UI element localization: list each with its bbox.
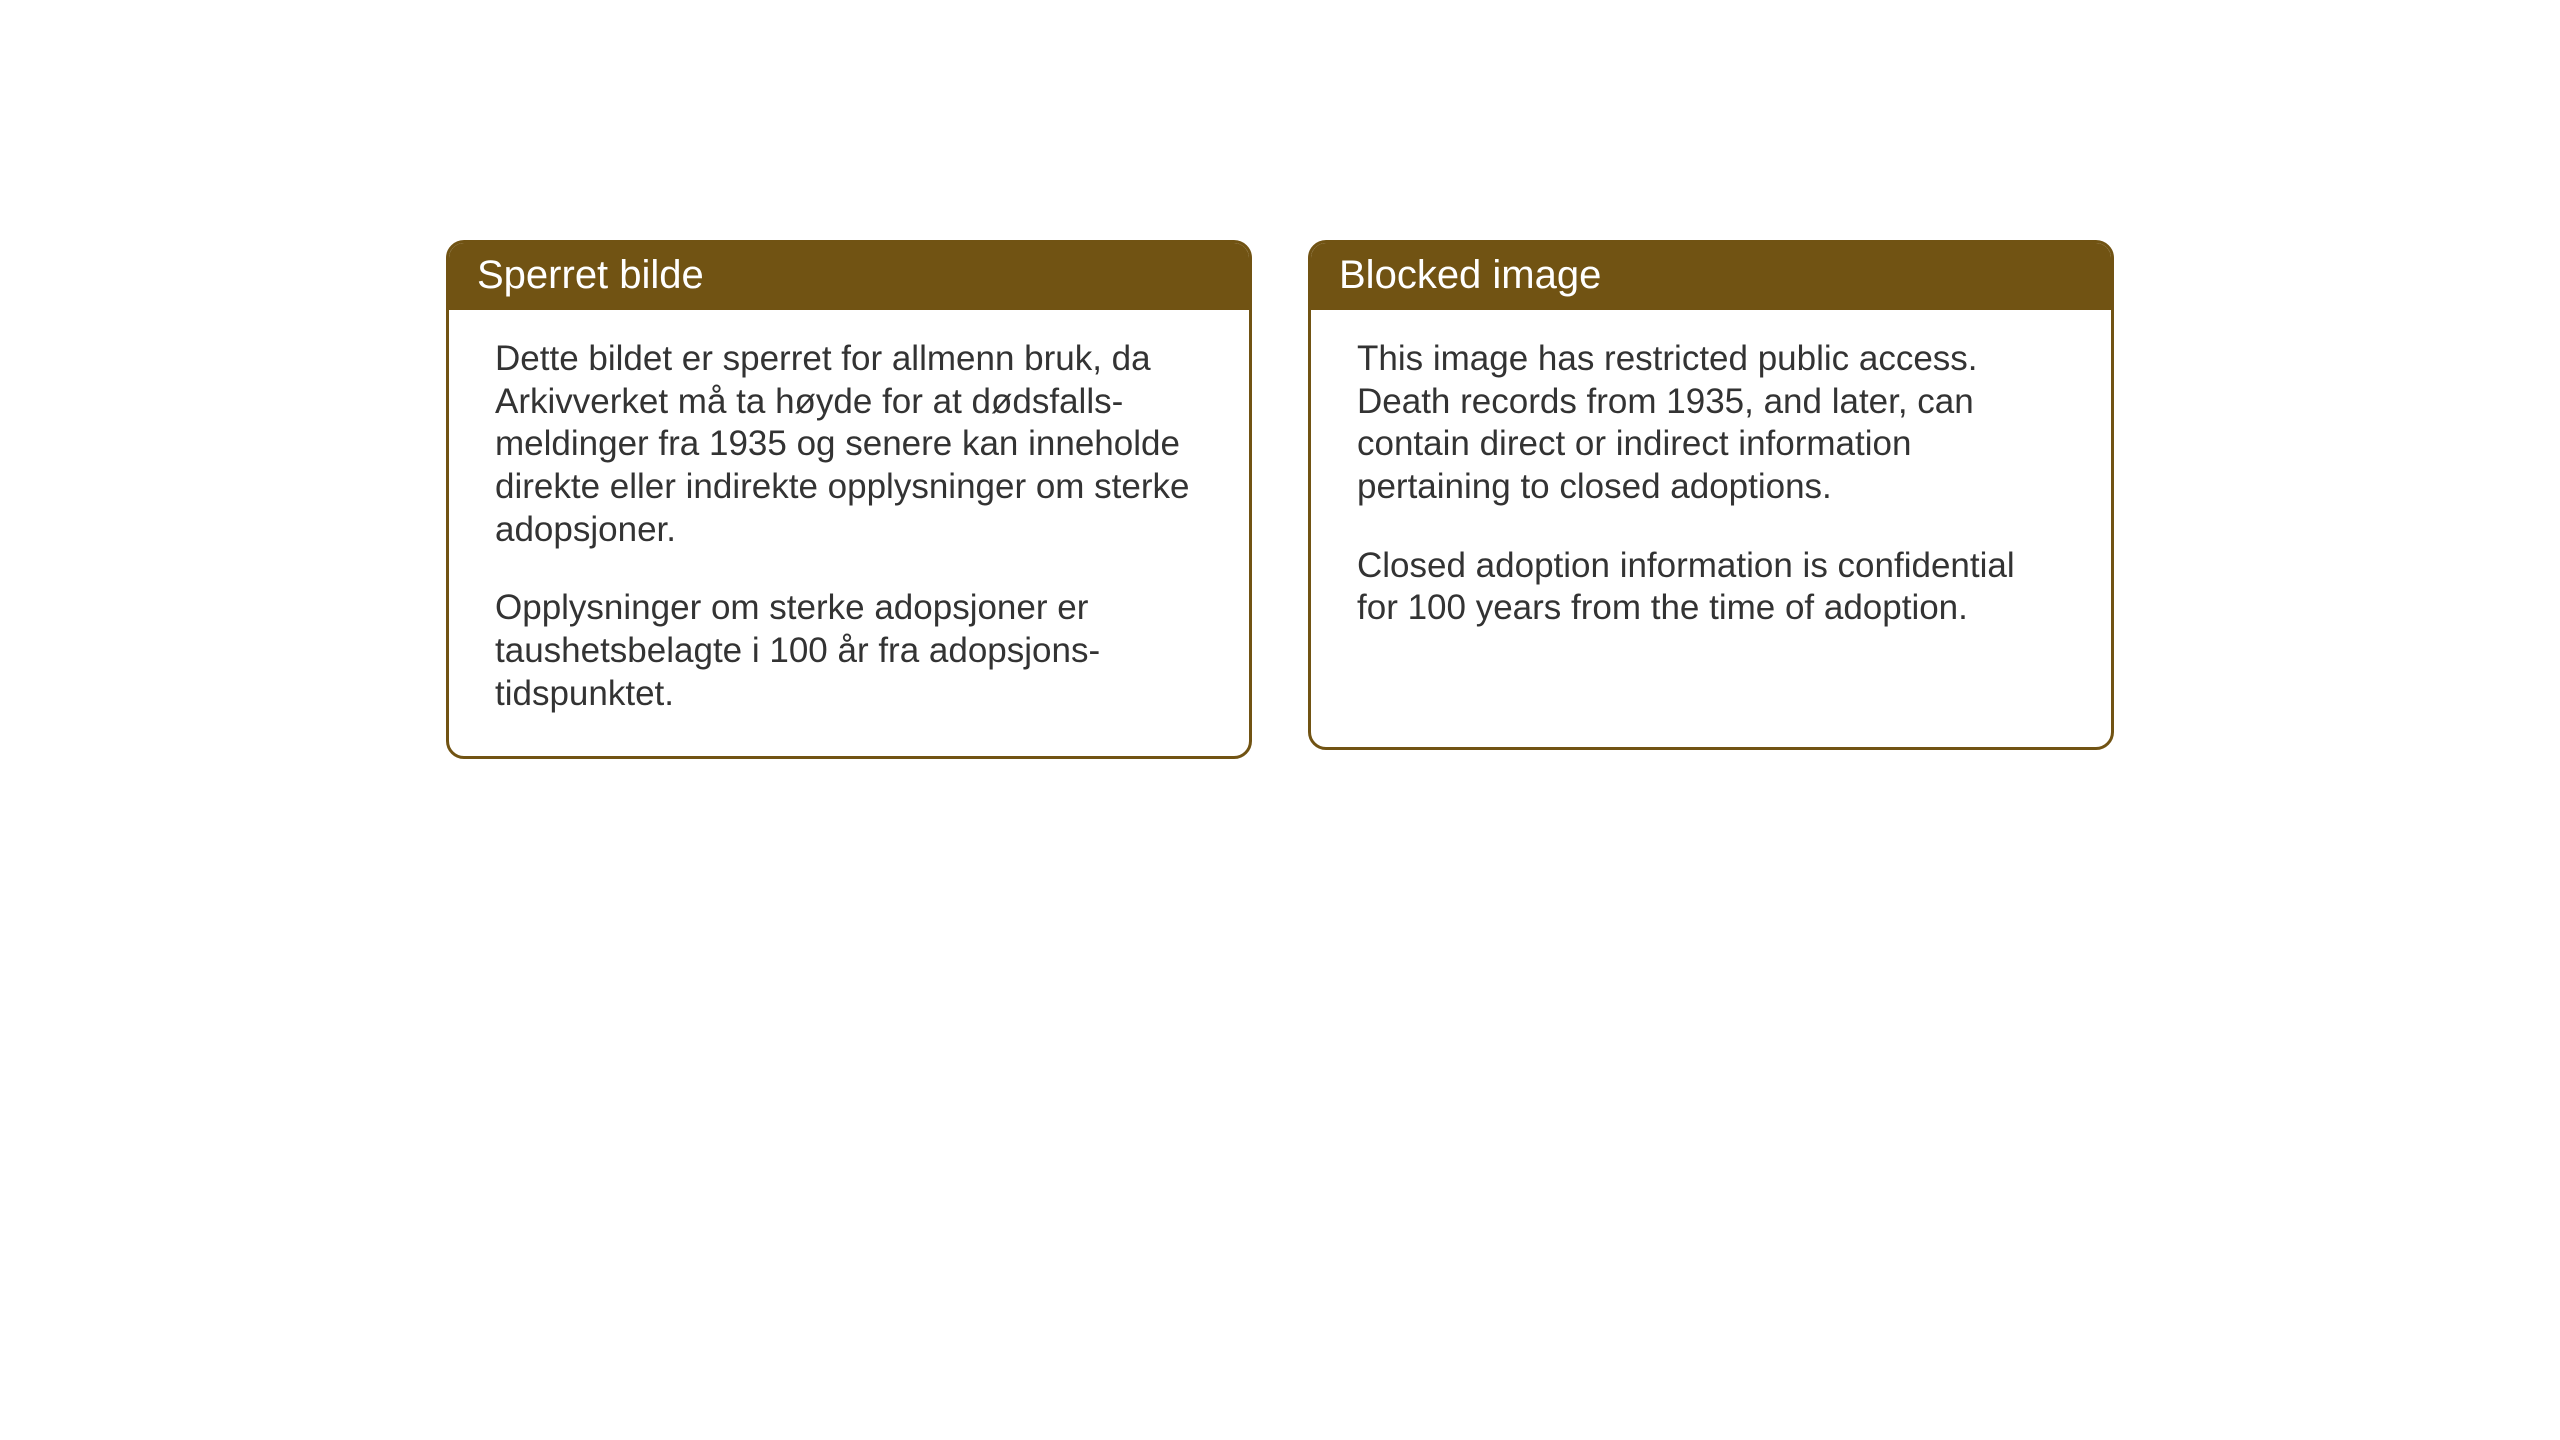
english-paragraph-1: This image has restricted public access.…	[1357, 338, 2065, 509]
english-card-title: Blocked image	[1311, 243, 2111, 310]
english-notice-card: Blocked image This image has restricted …	[1308, 240, 2114, 750]
norwegian-paragraph-1: Dette bildet er sperret for allmenn bruk…	[495, 338, 1203, 551]
english-card-body: This image has restricted public access.…	[1311, 310, 2111, 670]
norwegian-notice-card: Sperret bilde Dette bildet er sperret fo…	[446, 240, 1252, 759]
norwegian-card-title: Sperret bilde	[449, 243, 1249, 310]
norwegian-card-body: Dette bildet er sperret for allmenn bruk…	[449, 310, 1249, 756]
notice-container: Sperret bilde Dette bildet er sperret fo…	[446, 240, 2114, 759]
english-paragraph-2: Closed adoption information is confident…	[1357, 545, 2065, 630]
norwegian-paragraph-2: Opplysninger om sterke adopsjoner er tau…	[495, 587, 1203, 715]
